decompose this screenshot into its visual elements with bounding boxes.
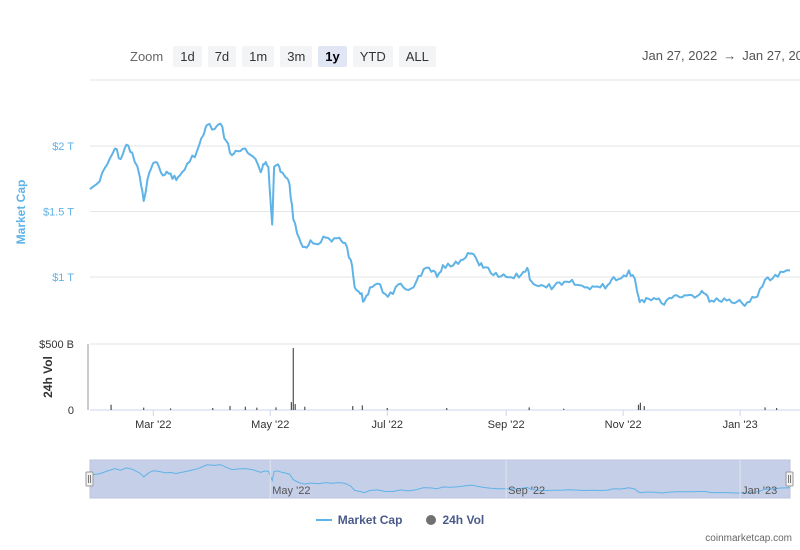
- volume-bar: [352, 406, 354, 410]
- x-tick-label: Mar '22: [135, 419, 171, 431]
- x-tick-label: Sep '22: [488, 419, 525, 431]
- legend-market-cap[interactable]: Market Cap: [315, 513, 403, 527]
- x-tick-label: Jul '22: [372, 419, 403, 431]
- volume-bar: [563, 408, 565, 410]
- y-tick-label-market-cap: $1.5 T: [43, 207, 74, 219]
- volume-bar: [386, 408, 388, 410]
- volume-bar: [110, 404, 112, 410]
- legend-market-cap-label: Market Cap: [337, 513, 403, 527]
- y-tick-label-market-cap: $1 T: [52, 272, 74, 284]
- x-tick-label: May '22: [251, 419, 289, 431]
- volume-bar: [244, 406, 246, 410]
- volume-bar: [528, 407, 530, 410]
- credits-link[interactable]: coinmarketcap.com: [705, 533, 792, 544]
- navigator-handle-right[interactable]: [785, 471, 794, 487]
- volume-bar: [446, 408, 448, 410]
- y-tick-label-volume: 0: [68, 405, 74, 417]
- navigator-tick-label: May '22: [272, 485, 310, 497]
- volume-bar: [637, 404, 640, 410]
- zoom-1y-button[interactable]: 1y: [318, 45, 347, 67]
- market-cap-chart: $1 T $1.5 T $2 T Market Cap 0 $500 B 24h Vol Ma…: [14, 79, 800, 499]
- volume-bar: [294, 404, 296, 410]
- legend-market-cap-swatch: [315, 519, 332, 521]
- zoom-3m-button[interactable]: 3m: [280, 45, 313, 67]
- legend-24h-vol-label: 24h Vol: [442, 513, 485, 527]
- zoom-all-button[interactable]: ALL: [398, 45, 436, 67]
- y-tick-label-volume: $500 B: [39, 339, 74, 351]
- navigator-handle-left[interactable]: [85, 471, 94, 487]
- y-tick-label-market-cap: $2 T: [52, 141, 74, 153]
- legend: Market Cap 24h Vol: [0, 513, 800, 527]
- volume-bar: [143, 407, 145, 410]
- volume-bar: [304, 406, 306, 410]
- volume-bar: [169, 408, 172, 410]
- zoom-1d-button[interactable]: 1d: [173, 45, 202, 67]
- zoom-1m-button[interactable]: 1m: [242, 45, 275, 67]
- volume-bar: [212, 408, 214, 410]
- navigator-mask: [89, 459, 791, 499]
- zoom-label: Zoom: [130, 48, 164, 64]
- volume-bar: [361, 405, 363, 410]
- date-range: Jan 27, 2022 → Jan 27, 2023: [642, 48, 800, 63]
- navigator-tick-label: Sep '22: [508, 485, 545, 497]
- zoom-7d-button[interactable]: 7d: [207, 45, 237, 67]
- y-axis-title-market-cap: Market Cap: [14, 180, 28, 245]
- date-to-input[interactable]: Jan 27, 2023: [742, 48, 800, 63]
- x-tick-label: Jan '23: [723, 419, 758, 431]
- volume-bar: [275, 407, 277, 410]
- navigator-series-line: [89, 464, 791, 494]
- x-tick-label: Nov '22: [605, 419, 642, 431]
- volume-bar: [639, 402, 642, 410]
- volume-bar: [643, 406, 645, 410]
- y-axis-title-volume: 24h Vol: [41, 356, 55, 398]
- date-from-input[interactable]: Jan 27, 2022: [642, 48, 718, 63]
- legend-24h-vol-swatch: [426, 515, 437, 525]
- volume-bar: [229, 406, 231, 410]
- volume-bar: [256, 407, 258, 410]
- legend-24h-vol[interactable]: 24h Vol: [426, 513, 484, 527]
- navigator-tick-label: Jan '23: [742, 485, 777, 497]
- volume-bar: [290, 402, 292, 410]
- date-range-arrow: →: [723, 48, 737, 63]
- volume-bar: [775, 408, 778, 410]
- zoom-ytd-button[interactable]: YTD: [352, 45, 393, 67]
- market-cap-line: [89, 122, 791, 307]
- volume-bar: [764, 407, 766, 410]
- volume-bar: [292, 347, 294, 410]
- zoom-bar: Zoom 1d 7d 1m 3m 1y YTD ALL: [130, 45, 436, 67]
